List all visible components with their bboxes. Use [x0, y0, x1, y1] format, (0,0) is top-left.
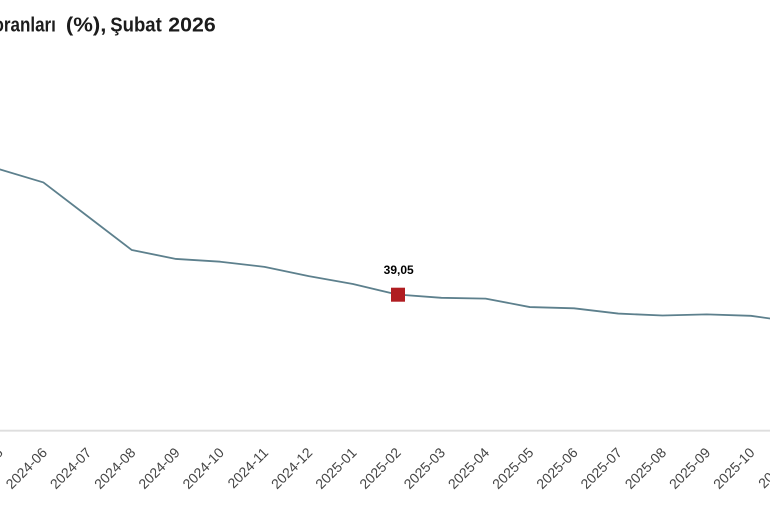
svg-text:Şubat: Şubat [110, 14, 162, 36]
svg-text:oranları: oranları [0, 14, 56, 36]
svg-text:2026: 2026 [168, 14, 216, 36]
svg-text:(%),: (%), [66, 14, 107, 36]
svg-text:39,05: 39,05 [384, 263, 414, 277]
